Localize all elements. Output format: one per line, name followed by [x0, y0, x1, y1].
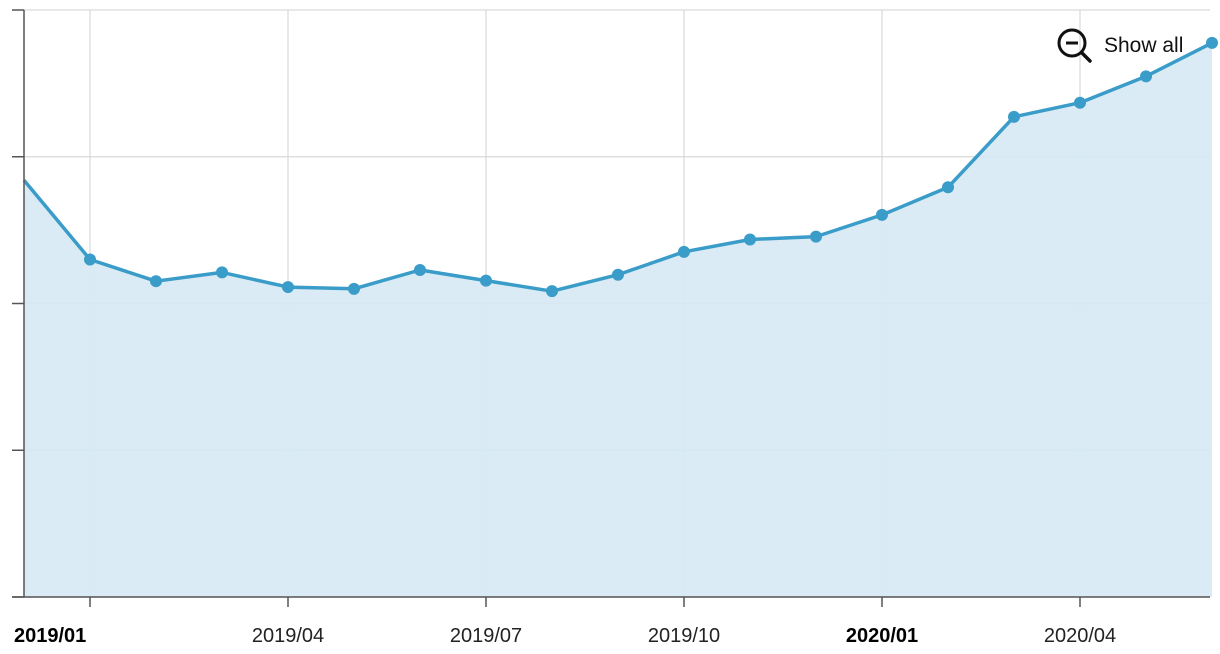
show-all-label: Show all [1104, 34, 1184, 57]
x-tick-label: 2020/01 [846, 625, 918, 647]
data-point [1008, 110, 1020, 123]
x-tick-labels: 2019/01 2019/04 2019/07 2019/10 2020/01 2020/… [14, 625, 1116, 647]
x-tick-label: 2019/07 [450, 625, 522, 647]
x-tick-label: 2019/10 [648, 625, 720, 647]
data-point [546, 285, 558, 298]
x-tick-label: 2019/01 [14, 625, 86, 647]
x-tick-label: 2019/04 [252, 625, 324, 647]
data-point [480, 274, 492, 287]
data-point [150, 275, 162, 288]
area-fill [24, 42, 1212, 597]
data-point [612, 268, 624, 281]
show-all-button[interactable]: Show all [1056, 26, 1183, 66]
zoom-out-icon [1056, 27, 1094, 65]
x-tick-label: 2020/04 [1044, 625, 1116, 647]
axes [12, 10, 1210, 607]
data-point [876, 208, 888, 221]
data-point [678, 245, 690, 258]
data-point [84, 253, 96, 266]
data-points [84, 36, 1218, 298]
data-point [942, 181, 954, 194]
data-point [348, 282, 360, 295]
data-point [1074, 96, 1086, 109]
data-point [744, 233, 756, 246]
data-point [810, 230, 822, 243]
data-point [414, 264, 426, 277]
data-point [1206, 36, 1218, 49]
data-point [1140, 70, 1152, 83]
data-point [216, 266, 228, 279]
data-point [282, 281, 294, 294]
